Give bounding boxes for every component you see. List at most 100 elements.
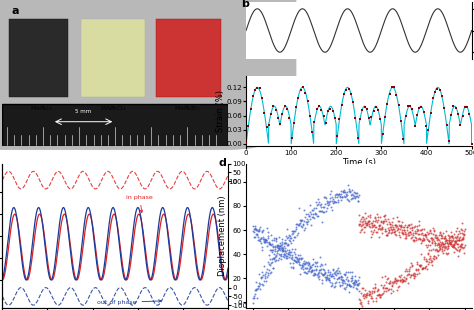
Point bbox=[402, 231, 410, 236]
Point bbox=[379, 219, 387, 224]
Point bbox=[456, 229, 463, 234]
Point bbox=[449, 233, 456, 238]
Point bbox=[341, 281, 349, 286]
Point bbox=[451, 239, 459, 244]
Point bbox=[431, 254, 438, 259]
Point bbox=[438, 245, 446, 250]
Point bbox=[435, 242, 443, 247]
Point bbox=[419, 239, 426, 244]
Point bbox=[314, 197, 321, 202]
Point bbox=[273, 244, 281, 249]
Point bbox=[377, 220, 385, 225]
Point bbox=[324, 199, 332, 204]
Point bbox=[283, 226, 291, 231]
Point bbox=[330, 276, 338, 281]
Point bbox=[315, 273, 323, 278]
Point bbox=[330, 271, 337, 276]
Point bbox=[429, 95, 437, 100]
Point bbox=[279, 246, 287, 250]
Point bbox=[409, 228, 416, 233]
Point bbox=[427, 254, 434, 259]
Text: in phase: in phase bbox=[127, 195, 153, 213]
Point bbox=[354, 198, 362, 203]
Point bbox=[449, 245, 457, 250]
Point bbox=[261, 276, 268, 281]
Point bbox=[327, 107, 334, 112]
Point bbox=[296, 271, 304, 276]
Point bbox=[420, 256, 428, 261]
Point bbox=[356, 221, 363, 226]
Point bbox=[263, 270, 270, 275]
Text: out of phase: out of phase bbox=[97, 300, 161, 305]
Point bbox=[328, 272, 335, 277]
Point bbox=[251, 226, 259, 231]
Point bbox=[379, 227, 386, 232]
Point bbox=[371, 286, 378, 290]
Point bbox=[411, 228, 419, 233]
Point bbox=[411, 123, 419, 128]
Point bbox=[435, 242, 442, 247]
Point bbox=[353, 281, 361, 286]
Point bbox=[397, 222, 405, 227]
Point bbox=[399, 230, 406, 235]
Point bbox=[403, 268, 411, 273]
Point bbox=[272, 254, 279, 259]
Point bbox=[411, 272, 419, 277]
Point bbox=[263, 243, 271, 248]
Point bbox=[266, 270, 273, 275]
Point bbox=[401, 229, 409, 234]
Point bbox=[268, 259, 275, 264]
Point bbox=[254, 228, 261, 232]
Point bbox=[456, 234, 464, 239]
Point bbox=[315, 104, 323, 109]
Point bbox=[324, 198, 331, 203]
Point bbox=[418, 241, 425, 246]
Point bbox=[247, 107, 255, 112]
Point bbox=[277, 252, 285, 257]
Point bbox=[439, 230, 447, 235]
Point bbox=[357, 216, 365, 221]
Point bbox=[264, 260, 272, 265]
Point bbox=[340, 187, 348, 192]
Point bbox=[342, 272, 349, 277]
Point bbox=[361, 288, 369, 293]
Point bbox=[436, 232, 443, 237]
Point bbox=[255, 284, 262, 289]
Point bbox=[319, 281, 326, 286]
Point bbox=[257, 275, 265, 280]
Point bbox=[337, 274, 345, 279]
Point bbox=[413, 272, 421, 277]
Point bbox=[438, 236, 445, 241]
Point bbox=[272, 253, 280, 258]
Point bbox=[299, 260, 307, 265]
Point bbox=[401, 269, 409, 274]
Point bbox=[385, 281, 392, 286]
Point bbox=[373, 217, 380, 222]
Point bbox=[302, 260, 310, 265]
Point bbox=[312, 200, 320, 205]
Point bbox=[428, 240, 436, 245]
Point bbox=[278, 246, 286, 251]
Point bbox=[392, 224, 400, 229]
Point bbox=[318, 205, 325, 210]
Point bbox=[344, 277, 352, 282]
Point bbox=[342, 191, 349, 196]
Point bbox=[295, 222, 303, 227]
Point bbox=[280, 252, 287, 257]
Point bbox=[357, 300, 365, 305]
Point bbox=[307, 210, 314, 215]
Point bbox=[348, 192, 356, 197]
Point bbox=[434, 242, 441, 247]
Point bbox=[265, 253, 273, 258]
Point bbox=[305, 267, 313, 272]
Point bbox=[449, 235, 456, 240]
Point bbox=[399, 230, 407, 235]
Point bbox=[407, 231, 414, 236]
Point bbox=[298, 255, 306, 260]
Point bbox=[369, 219, 377, 224]
Y-axis label: Displacement (nm): Displacement (nm) bbox=[218, 196, 227, 277]
Point bbox=[441, 236, 448, 241]
Point bbox=[331, 281, 338, 286]
Point bbox=[335, 198, 342, 203]
Point bbox=[294, 258, 302, 263]
